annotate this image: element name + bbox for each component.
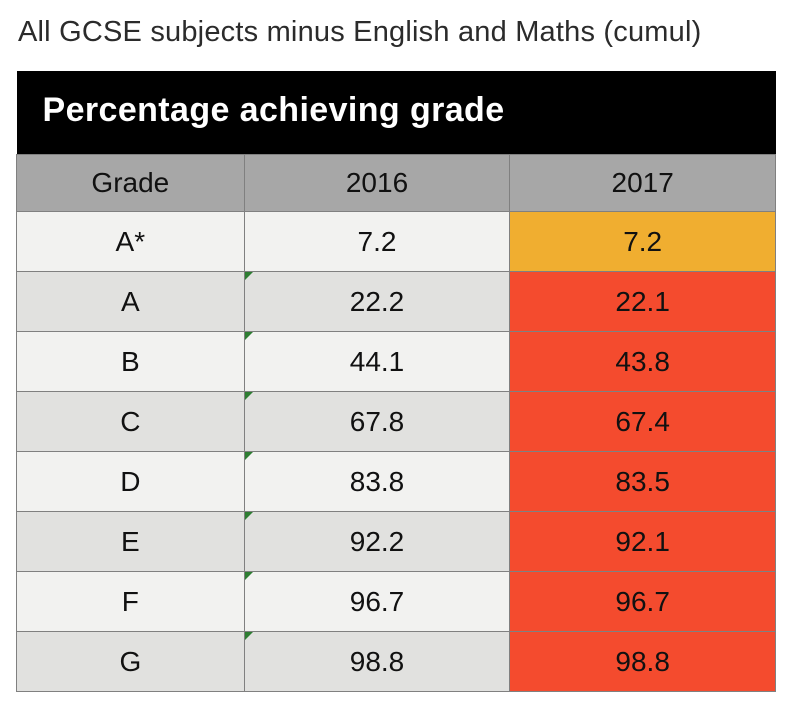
column-header: 2016	[244, 155, 510, 212]
cell-marker-icon	[245, 332, 253, 340]
cell-marker-icon	[245, 512, 253, 520]
cell-grade: F	[17, 572, 245, 632]
table-row: A22.222.1	[17, 272, 776, 332]
cell-grade: D	[17, 452, 245, 512]
cell-marker-icon	[245, 392, 253, 400]
cell-grade: A	[17, 272, 245, 332]
cell-2016: 22.2	[244, 272, 510, 332]
cell-2016: 96.7	[244, 572, 510, 632]
cell-marker-icon	[245, 632, 253, 640]
table-row: E92.292.1	[17, 512, 776, 572]
cell-grade: C	[17, 392, 245, 452]
cell-marker-icon	[245, 272, 253, 280]
cell-2016: 98.8	[244, 632, 510, 692]
column-header: 2017	[510, 155, 776, 212]
table-row: C67.867.4	[17, 392, 776, 452]
table-row: A*7.27.2	[17, 212, 776, 272]
cell-2016: 83.8	[244, 452, 510, 512]
grade-table: Percentage achieving gradeGrade20162017A…	[16, 71, 776, 692]
table-row: G98.898.8	[17, 632, 776, 692]
cell-grade: G	[17, 632, 245, 692]
table-row: D83.883.5	[17, 452, 776, 512]
cell-2017: 7.2	[510, 212, 776, 272]
cell-marker-icon	[245, 452, 253, 460]
cell-2017: 92.1	[510, 512, 776, 572]
cell-2017: 98.8	[510, 632, 776, 692]
cell-2017: 83.5	[510, 452, 776, 512]
cell-2016: 92.2	[244, 512, 510, 572]
figure-caption: All GCSE subjects minus English and Math…	[18, 16, 776, 49]
cell-marker-icon	[245, 572, 253, 580]
cell-2017: 43.8	[510, 332, 776, 392]
column-header: Grade	[17, 155, 245, 212]
cell-2016: 7.2	[244, 212, 510, 272]
cell-grade: E	[17, 512, 245, 572]
cell-2016: 44.1	[244, 332, 510, 392]
figure-container: All GCSE subjects minus English and Math…	[0, 0, 800, 716]
cell-2017: 96.7	[510, 572, 776, 632]
cell-grade: A*	[17, 212, 245, 272]
cell-2017: 67.4	[510, 392, 776, 452]
table-row: B44.143.8	[17, 332, 776, 392]
table-title: Percentage achieving grade	[17, 71, 776, 155]
cell-grade: B	[17, 332, 245, 392]
cell-2016: 67.8	[244, 392, 510, 452]
table-row: F96.796.7	[17, 572, 776, 632]
cell-2017: 22.1	[510, 272, 776, 332]
